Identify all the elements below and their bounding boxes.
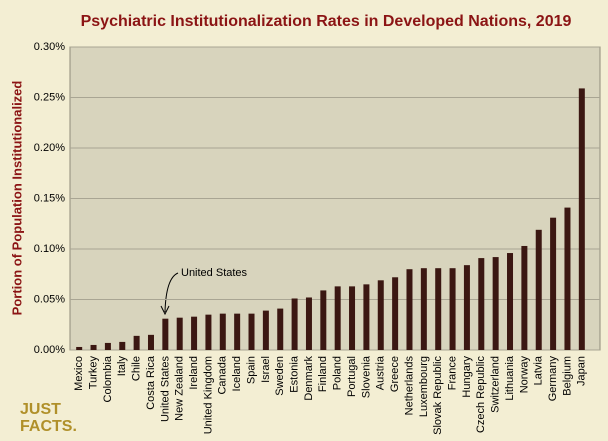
x-tick-label: Greece [389,356,401,392]
y-axis-label: Portion of Population Institutionalized [9,81,24,316]
logo: JUST [20,401,61,418]
bar [162,318,169,350]
x-tick-label: Colombia [102,355,114,402]
x-tick-label: France [446,356,458,390]
bar [521,245,528,350]
x-tick-label: Turkey [87,356,99,390]
y-tick-label: 0.20% [34,142,65,154]
bar [435,268,442,350]
x-tick-label: Austria [375,355,387,390]
bar [76,346,83,350]
bar [248,313,255,350]
bar [550,217,557,350]
bar [277,308,284,350]
bar [478,258,485,350]
bar [492,257,499,350]
x-tick-label: United States [159,356,171,423]
bar [349,286,356,350]
x-tick-label: Luxembourg [418,356,430,417]
bar [463,265,470,350]
x-tick-label: Denmark [303,356,315,401]
bar [320,290,327,350]
x-tick-label: Costa Rica [145,355,157,410]
x-tick-label: Slovenia [360,355,372,398]
y-tick-label: 0.10% [34,243,65,255]
bar [449,268,456,350]
x-tick-label: Chile [131,356,143,381]
chart-title: Psychiatric Institutionalization Rates i… [81,13,572,30]
y-tick-label: 0.05% [34,293,65,305]
x-tick-label: Portugal [346,356,358,397]
x-tick-label: Czech Republic [475,356,487,434]
x-tick-label: New Zealand [174,356,186,421]
x-tick-label: Estonia [289,355,301,393]
bar [291,298,298,350]
bar [363,284,370,350]
x-tick-label: Netherlands [403,356,415,416]
x-tick-label: Poland [332,356,344,390]
bar [133,335,140,350]
bar [392,277,399,350]
x-tick-label: Norway [518,356,530,394]
bar [104,342,111,350]
x-tick-label: Ireland [188,356,200,390]
x-tick-label: Mexico [73,356,85,391]
logo: FACTS. [20,418,77,435]
bar [406,269,413,350]
x-tick-label: Slovak Republic [432,356,444,435]
x-tick-label: United Kingdom [202,356,214,434]
bar [205,314,212,350]
x-tick-label: Canada [217,355,229,394]
x-tick-label: Germany [547,356,559,402]
bar [377,280,384,350]
bar [147,334,154,350]
bar [507,253,514,350]
bar [90,344,97,350]
x-tick-label: Italy [116,356,128,377]
x-tick-label: Hungary [461,356,473,398]
x-tick-label: Iceland [231,356,243,391]
x-tick-label: Israel [260,356,272,383]
y-tick-label: 0.00% [34,344,65,356]
bar [234,313,241,350]
y-tick-label: 0.30% [34,41,65,53]
annotation: United States [181,267,248,279]
x-tick-label: Switzerland [490,356,502,413]
bar [305,297,312,350]
bar [119,341,126,350]
bar [578,88,585,350]
bar [334,286,341,350]
bar [176,317,183,350]
bar [191,316,198,350]
y-tick-label: 0.15% [34,192,65,204]
x-tick-label: Spain [245,356,257,384]
x-tick-label: Belgium [561,356,573,396]
y-tick-label: 0.25% [34,91,65,103]
bar [564,207,571,350]
x-tick-label: Lithuania [504,355,516,401]
x-tick-label: Finland [317,356,329,392]
x-tick-label: Latvia [533,355,545,385]
annotation-arrow [164,272,179,313]
x-tick-label: Sweden [274,356,286,396]
arrow-head [160,305,170,316]
bar [262,310,269,350]
bar [420,268,427,350]
bar [535,229,542,350]
bar [219,313,226,350]
x-tick-label: Japan [576,356,588,386]
